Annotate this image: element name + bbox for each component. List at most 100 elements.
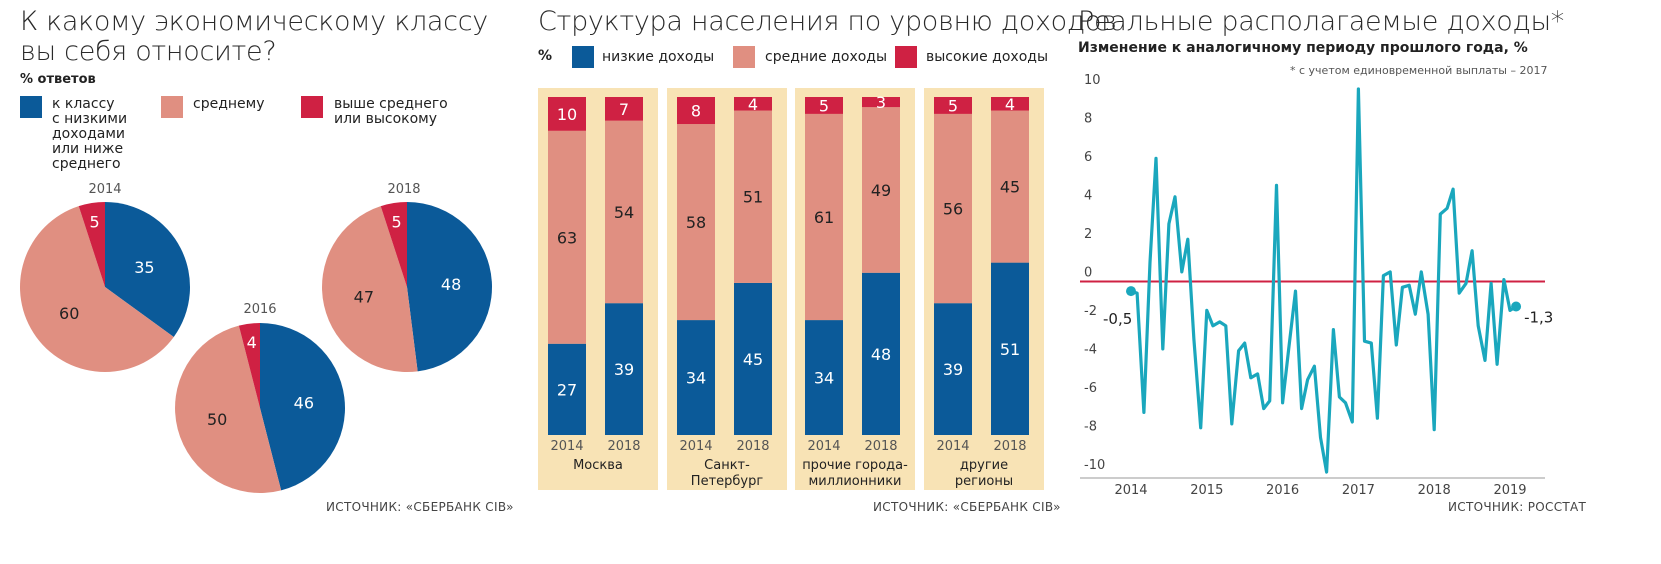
pie-2018-value-0: 48 bbox=[441, 275, 461, 294]
bar-group-name-0-0: Москва bbox=[573, 458, 623, 473]
panel3-title: Реальные располагаемые доходы* bbox=[1078, 6, 1565, 37]
bar-3-2018-seg-1 bbox=[991, 110, 1029, 263]
bar-group-name-2-0: прочие города- bbox=[802, 458, 908, 473]
pie-2014-value-0: 35 bbox=[134, 258, 154, 277]
income-point-60 bbox=[1509, 309, 1511, 311]
panel3-source: ИСТОЧНИК: РОССТАТ bbox=[1448, 500, 1587, 514]
bar-0-2014-label-1: 63 bbox=[557, 228, 577, 247]
income-point-54 bbox=[1471, 250, 1473, 252]
income-point-38 bbox=[1370, 342, 1372, 344]
bar-1-2014-label-1: 58 bbox=[686, 213, 706, 232]
y-tick--2: -2 bbox=[1084, 304, 1097, 319]
bar-2-2014-seg-2 bbox=[805, 97, 843, 114]
bar-2-2018-seg-0 bbox=[862, 272, 900, 435]
panel1-title-line2: вы себя относите? bbox=[20, 36, 277, 67]
income-point-14 bbox=[1219, 321, 1221, 323]
bar-3-2018-seg-0 bbox=[991, 262, 1029, 435]
income-point-42 bbox=[1395, 344, 1397, 346]
bar-1-2014-label-0: 34 bbox=[686, 369, 706, 388]
income-point-12 bbox=[1206, 309, 1208, 311]
bar-0-2018-seg-0 bbox=[605, 303, 643, 435]
end-value-label: -1,3 bbox=[1524, 309, 1553, 327]
x-tick-2014: 2014 bbox=[1114, 483, 1147, 498]
bar-group-name-2-1: миллионники bbox=[808, 474, 901, 489]
bar-1-2014-seg-1 bbox=[677, 124, 715, 321]
legend-swatch-mid bbox=[161, 96, 183, 118]
pie-2014-slice-2 bbox=[78, 202, 105, 287]
bar-0-2018-label-1: 54 bbox=[614, 203, 634, 222]
start-marker bbox=[1126, 286, 1136, 297]
income-point-52 bbox=[1458, 292, 1460, 294]
income-point-34 bbox=[1344, 402, 1347, 404]
y-tick-2: 2 bbox=[1084, 227, 1092, 242]
bar-2-2018-label-1: 49 bbox=[871, 181, 891, 200]
income-point-27 bbox=[1300, 407, 1303, 410]
income-point-50 bbox=[1446, 207, 1448, 209]
bar-3-year-2014: 2014 bbox=[936, 439, 969, 454]
bar-1-year-2018: 2018 bbox=[736, 439, 769, 454]
income-point-57 bbox=[1490, 282, 1492, 285]
income-point-48 bbox=[1433, 429, 1435, 431]
bar-group-name-3-1: регионы bbox=[955, 474, 1013, 489]
income-point-51 bbox=[1452, 188, 1454, 190]
panel3-note: * с учетом единовременной выплаты – 2017 bbox=[1290, 64, 1548, 77]
pie-2016-value-1: 50 bbox=[207, 410, 227, 429]
income-point-55 bbox=[1477, 325, 1479, 327]
bar-1-2018-label-0: 45 bbox=[743, 350, 763, 369]
x-tick-2017: 2017 bbox=[1342, 483, 1375, 498]
income-point-10 bbox=[1193, 338, 1195, 340]
income-point-28 bbox=[1307, 379, 1309, 381]
panel1-title-line1: К какому экономическому классу bbox=[20, 6, 488, 37]
pie-2016-value-2: 4 bbox=[247, 333, 257, 352]
income-point-44 bbox=[1408, 284, 1410, 286]
panel2-source: ИСТОЧНИК: «СБЕРБАНК CIB» bbox=[873, 500, 1061, 514]
income-point-22 bbox=[1269, 400, 1271, 402]
income-point-1 bbox=[1136, 292, 1138, 294]
income-point-8 bbox=[1181, 271, 1183, 273]
legend-swatch-high-income bbox=[895, 46, 917, 68]
x-tick-2016: 2016 bbox=[1266, 483, 1299, 498]
bar-2-year-2014: 2014 bbox=[807, 439, 840, 454]
bar-2-2014-label-2: 5 bbox=[819, 96, 829, 115]
legend-label-low: к классу с низкими доходами или ниже сре… bbox=[52, 96, 128, 172]
bar-3-2014-seg-2 bbox=[934, 97, 972, 114]
income-point-2 bbox=[1143, 411, 1145, 413]
bar-0-2018-seg-2 bbox=[605, 97, 643, 121]
legend-label-low-income: низкие доходы bbox=[602, 49, 715, 65]
bar-2-year-2018: 2018 bbox=[864, 439, 897, 454]
panel1-source: ИСТОЧНИК: «СБЕРБАНК CIB» bbox=[326, 500, 514, 514]
panel-real-disposable-income: Реальные располагаемые доходы* Изменение… bbox=[1078, 0, 1661, 564]
panel3-subtitle: Изменение к аналогичному периоду прошлог… bbox=[1078, 40, 1528, 56]
income-point-16 bbox=[1231, 423, 1233, 425]
bar-2-2018-seg-1 bbox=[862, 107, 900, 273]
income-point-32 bbox=[1332, 329, 1334, 331]
panel-income-structure: Структура населения по уровню доходов % … bbox=[538, 0, 1120, 564]
income-point-15 bbox=[1225, 325, 1227, 327]
income-point-40 bbox=[1382, 275, 1385, 277]
income-point-45 bbox=[1414, 313, 1416, 315]
panel2-title: Структура населения по уровню доходов bbox=[538, 6, 1117, 37]
income-series-line bbox=[1130, 87, 1517, 474]
income-point-24 bbox=[1282, 402, 1284, 404]
income-point-39 bbox=[1376, 417, 1378, 419]
bar-3-2018-seg-2 bbox=[991, 97, 1029, 111]
bar-0-2014-label-0: 27 bbox=[557, 380, 577, 399]
income-point-19 bbox=[1250, 377, 1252, 379]
bar-group-name-1-0: Санкт- bbox=[704, 458, 750, 473]
x-tick-2019: 2019 bbox=[1493, 483, 1526, 498]
y-tick-8: 8 bbox=[1084, 112, 1092, 127]
bar-0-year-2014: 2014 bbox=[550, 439, 583, 454]
pie-2018-slice-0 bbox=[407, 202, 492, 372]
x-tick-2018: 2018 bbox=[1418, 483, 1451, 498]
income-point-23 bbox=[1275, 184, 1278, 186]
legend-swatch-high bbox=[301, 96, 323, 118]
y-tick-10: 10 bbox=[1084, 73, 1101, 88]
income-point-47 bbox=[1427, 313, 1429, 315]
income-point-59 bbox=[1503, 278, 1505, 281]
bar-2-2018-label-0: 48 bbox=[871, 345, 891, 364]
income-point-3 bbox=[1149, 261, 1151, 263]
income-point-7 bbox=[1174, 196, 1176, 198]
pie-2014-value-1: 60 bbox=[59, 304, 79, 323]
income-point-36 bbox=[1357, 88, 1359, 90]
pie-2018-slice-1 bbox=[322, 206, 418, 372]
